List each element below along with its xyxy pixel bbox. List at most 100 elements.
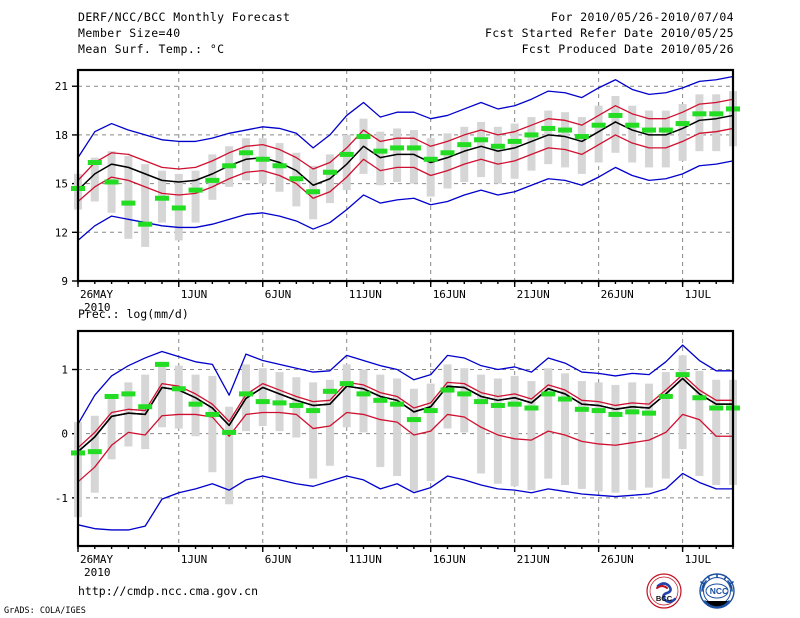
forecast-produced-label: Fcst Produced Date 2010/05/26 [521, 42, 734, 56]
precipitation-spread-bar [493, 378, 502, 484]
precipitation-spread-bar [258, 368, 267, 426]
precipitation-spread-bar [124, 382, 133, 447]
precipitation-spread-bar [174, 365, 183, 429]
precipitation-xtick-label: 16JUN [433, 553, 466, 566]
temperature-spread-bar [376, 131, 385, 186]
temperature-series-upper-quartile [77, 98, 734, 181]
precipitation-spread-bar [225, 406, 234, 505]
temperature-xtick-label: 26JUN [601, 288, 634, 301]
temperature-spread-bar [594, 105, 603, 163]
temperature-xtick-label: 26MAY [80, 288, 113, 301]
bcc-logo: BCC [646, 573, 682, 609]
temperature-spread-bar [527, 117, 536, 171]
temperature-xtick-label: 16JUN [433, 288, 466, 301]
precipitation-spread-bar [527, 381, 536, 491]
agency-logos: BCC NCC [646, 573, 735, 609]
temperature-spread-bar [561, 112, 570, 168]
precipitation-spread-bar [376, 374, 385, 468]
precipitation-spread-bar [544, 368, 553, 479]
precipitation-ytick-label: -1 [55, 492, 68, 505]
temperature-xtick-label: 21JUN [517, 288, 550, 301]
temperature-ytick-label: 15 [55, 178, 68, 191]
forecast-started-label: Fcst Started Refer Date 2010/05/25 [484, 26, 734, 40]
temperature-series-lower-quartile [77, 127, 734, 202]
svg-text:BCC: BCC [656, 594, 673, 603]
precipitation-xtick-label: 26MAY [80, 553, 113, 566]
svg-text:NCC: NCC [710, 586, 728, 596]
temperature-spread-bar [477, 121, 486, 178]
precipitation-spread-bar [678, 355, 687, 450]
temperature-spread-bar [342, 134, 351, 191]
temperature-spread-bar [141, 164, 150, 247]
precipitation-spread-bar [90, 415, 99, 493]
forecast-title: DERF/NCC/BCC Monthly Forecast [78, 10, 291, 24]
precipitation-xtick-label: 1JUL [685, 553, 712, 566]
temperature-series-ensemble-mean [77, 114, 734, 191]
temperature-spread-bar [426, 138, 435, 197]
temperature-ytick-label: 12 [55, 226, 68, 239]
temperature-spread-bar [208, 154, 217, 200]
precipitation-xtick-label: 1JUN [181, 553, 208, 566]
website-url[interactable]: http://cmdp.ncc.cma.gov.cn [78, 584, 259, 598]
member-size-label: Member Size=40 [78, 26, 181, 40]
temperature-spread-bar [544, 110, 553, 165]
precipitation-spread-bar [712, 379, 721, 486]
temperature-spread-bar [628, 105, 637, 163]
precipitation-spread-bar [325, 379, 334, 466]
precipitation-series-maximum [77, 344, 733, 425]
temperature-spread-bar [661, 110, 670, 168]
precipitation-spread-bar [426, 383, 435, 482]
temperature-spread-bar [460, 126, 469, 182]
precipitation-spread-bar [510, 375, 519, 487]
precipitation-spread-bar [577, 381, 586, 489]
precipitation-series-lower-quartile [77, 411, 733, 483]
temperature-spread-bar [124, 156, 133, 239]
temperature-ytick-label: 21 [55, 80, 68, 93]
precipitation-spread-bar [208, 375, 217, 473]
precipitation-panel-frame [76, 329, 735, 548]
temperature-xtick-year: 2010 [84, 301, 111, 314]
precipitation-spread-bar [645, 383, 654, 488]
precipitation-series-inner-mean [77, 377, 733, 453]
temperature-ytick-label: 9 [61, 275, 68, 288]
temperature-spread-bar [510, 123, 519, 179]
precipitation-ytick-label: 1 [61, 364, 68, 377]
precipitation-spread-bar [594, 382, 603, 492]
precipitation-spread-bar [393, 378, 402, 477]
precipitation-spread-bar [611, 384, 620, 493]
temperature-spread-bar [695, 94, 704, 152]
temperature-spread-bar [191, 170, 200, 223]
temperature-xtick-label: 1JUL [685, 288, 712, 301]
temperature-spread-bar [611, 95, 620, 153]
temperature-panel-label: Mean Surf. Temp.: °C [78, 42, 225, 56]
temperature-spread-bar [393, 128, 402, 182]
temperature-spread-bar [90, 157, 99, 202]
precipitation-spread-bar [561, 373, 570, 486]
temperature-xtick-label: 11JUN [349, 288, 382, 301]
precipitation-ytick-label: 0 [61, 428, 68, 441]
precipitation-spread-bar [157, 361, 166, 428]
precipitation-xtick-label: 6JUN [265, 553, 292, 566]
precipitation-spread-bar [359, 369, 368, 433]
grads-credit: GrADS: COLA/IGES [4, 606, 86, 616]
temperature-spread-bar [712, 94, 721, 152]
temperature-spread-bar [577, 117, 586, 174]
temperature-xtick-label: 1JUN [181, 288, 208, 301]
precipitation-xtick-year: 2010 [84, 566, 111, 579]
precipitation-spread-bar [443, 364, 452, 429]
precipitation-spread-bar [409, 388, 418, 492]
precipitation-spread-bar [309, 382, 318, 479]
precipitation-series-minimum [77, 472, 733, 531]
precipitation-series-upper-quartile [77, 373, 733, 449]
ncc-logo: NCC [699, 573, 735, 609]
temperature-spread-bar [409, 130, 418, 184]
precipitation-spread-bar [107, 395, 116, 460]
temperature-xtick-label: 6JUN [265, 288, 292, 301]
temperature-series-minimum [77, 160, 734, 241]
temperature-ytick-label: 18 [55, 129, 68, 142]
precipitation-xtick-label: 26JUN [601, 553, 634, 566]
temperature-series-maximum [77, 75, 734, 158]
forecast-range-label: For 2010/05/26-2010/07/04 [550, 10, 734, 24]
temperature-panel-frame [76, 68, 735, 283]
